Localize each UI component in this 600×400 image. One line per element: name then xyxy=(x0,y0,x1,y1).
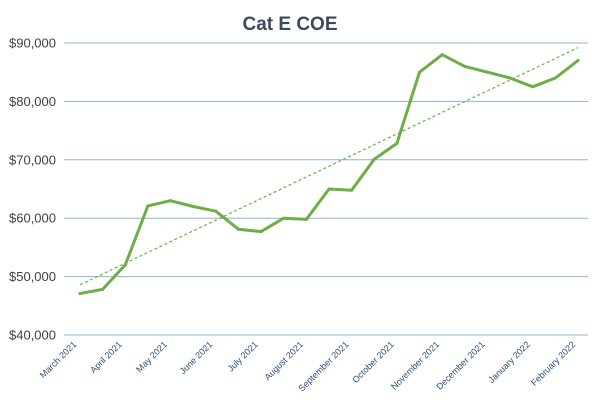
x-tick-label: January 2022 xyxy=(486,339,532,385)
x-tick-label: November 2021 xyxy=(389,339,441,391)
data-point xyxy=(191,205,195,209)
data-point xyxy=(169,199,173,203)
y-tick-label: $90,000 xyxy=(9,36,56,51)
data-point xyxy=(78,292,82,296)
data-point xyxy=(440,53,444,57)
x-tick-label: August 2021 xyxy=(262,339,305,382)
data-point xyxy=(327,187,331,191)
data-point xyxy=(236,227,240,231)
data-point xyxy=(214,209,218,213)
data-point xyxy=(576,59,580,63)
y-tick-label: $40,000 xyxy=(9,328,56,343)
y-tick-label: $70,000 xyxy=(9,152,56,167)
series-layer xyxy=(78,53,580,296)
chart-title: Cat E COE xyxy=(242,14,337,35)
data-point xyxy=(304,217,308,221)
y-tick-label: $50,000 xyxy=(9,269,56,284)
y-tick-label: $60,000 xyxy=(9,211,56,226)
x-tick-label: June 2021 xyxy=(178,339,215,376)
data-point xyxy=(259,230,263,234)
x-tick-label: December 2021 xyxy=(434,339,486,391)
x-tick-label: July 2021 xyxy=(226,339,260,373)
y-tick-label: $80,000 xyxy=(9,94,56,109)
data-point xyxy=(282,216,286,220)
data-point xyxy=(508,76,512,80)
data-point xyxy=(418,70,422,74)
x-tick-label: April 2021 xyxy=(88,339,124,375)
x-tick-label: May 2021 xyxy=(134,339,169,374)
gridlines xyxy=(64,42,588,336)
data-point xyxy=(123,263,127,267)
x-tick-label: September 2021 xyxy=(296,339,350,393)
series-line xyxy=(78,53,580,295)
x-axis-tick-labels: March 2021 April 2021 May 2021 June 2021 Jul… xyxy=(38,339,578,393)
x-tick-label: February 2022 xyxy=(529,339,577,387)
data-point xyxy=(146,204,150,208)
trendline-layer xyxy=(79,47,579,286)
data-point xyxy=(350,188,354,192)
y-axis-tick-labels: $40,000 $50,000 $60,000 $70,000 $80,000 $90,0… xyxy=(9,36,56,343)
data-point xyxy=(372,157,376,161)
trendline xyxy=(79,47,579,286)
data-point xyxy=(101,287,105,291)
data-point xyxy=(531,85,535,89)
x-tick-label: October 2021 xyxy=(350,339,396,385)
data-point xyxy=(553,76,557,80)
data-point xyxy=(395,141,399,145)
data-point xyxy=(463,64,467,68)
x-tick-label: March 2021 xyxy=(38,339,79,380)
data-point xyxy=(485,70,489,74)
